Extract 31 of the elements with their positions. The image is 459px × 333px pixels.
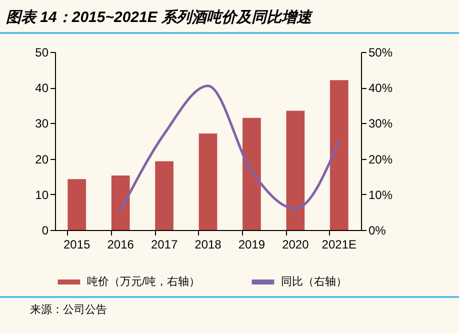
source-note: 来源：公司公告: [0, 296, 459, 317]
chart-title: 图表 14：2015~2021E 系列酒吨价及同比增速: [0, 0, 459, 34]
y-tick-label: 40: [35, 81, 49, 96]
y2-tick-label: 30%: [368, 116, 393, 131]
y2-tick-label: 0%: [368, 224, 386, 238]
y2-tick-label: 10%: [368, 188, 393, 202]
x-tick-label: 2016: [107, 238, 134, 252]
y2-tick-label: 20%: [368, 152, 393, 166]
x-tick-label: 2017: [150, 238, 178, 252]
y-tick-label: 10: [35, 188, 49, 202]
x-tick-label: 2020: [282, 238, 310, 252]
bar: [111, 176, 130, 230]
y-tick-label: 50: [35, 46, 49, 60]
x-tick-label: 2019: [238, 238, 266, 252]
x-tick-label: 2018: [194, 238, 222, 252]
bar: [330, 80, 348, 230]
line-series: [119, 84, 340, 212]
y2-tick-label: 50%: [368, 46, 393, 60]
y-tick-label: 0: [42, 224, 49, 238]
bar: [68, 179, 86, 230]
x-tick-label: 2015: [64, 238, 91, 252]
legend-label: 吨价（万元/吨，右轴）: [87, 275, 200, 288]
y-tick-label: 20: [35, 152, 49, 166]
legend-label: 同比（右轴）: [281, 275, 347, 288]
x-tick-label: 2021E: [322, 238, 356, 252]
bar: [242, 118, 261, 230]
y-tick-label: 30: [35, 116, 49, 131]
y2-tick-label: 40%: [368, 81, 393, 96]
bar: [155, 161, 174, 230]
bar: [286, 110, 305, 230]
bar: [198, 134, 218, 230]
